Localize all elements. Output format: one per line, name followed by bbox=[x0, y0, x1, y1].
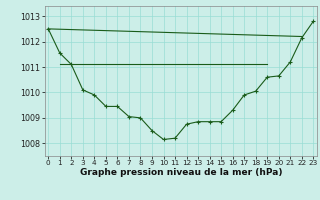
X-axis label: Graphe pression niveau de la mer (hPa): Graphe pression niveau de la mer (hPa) bbox=[80, 168, 282, 177]
